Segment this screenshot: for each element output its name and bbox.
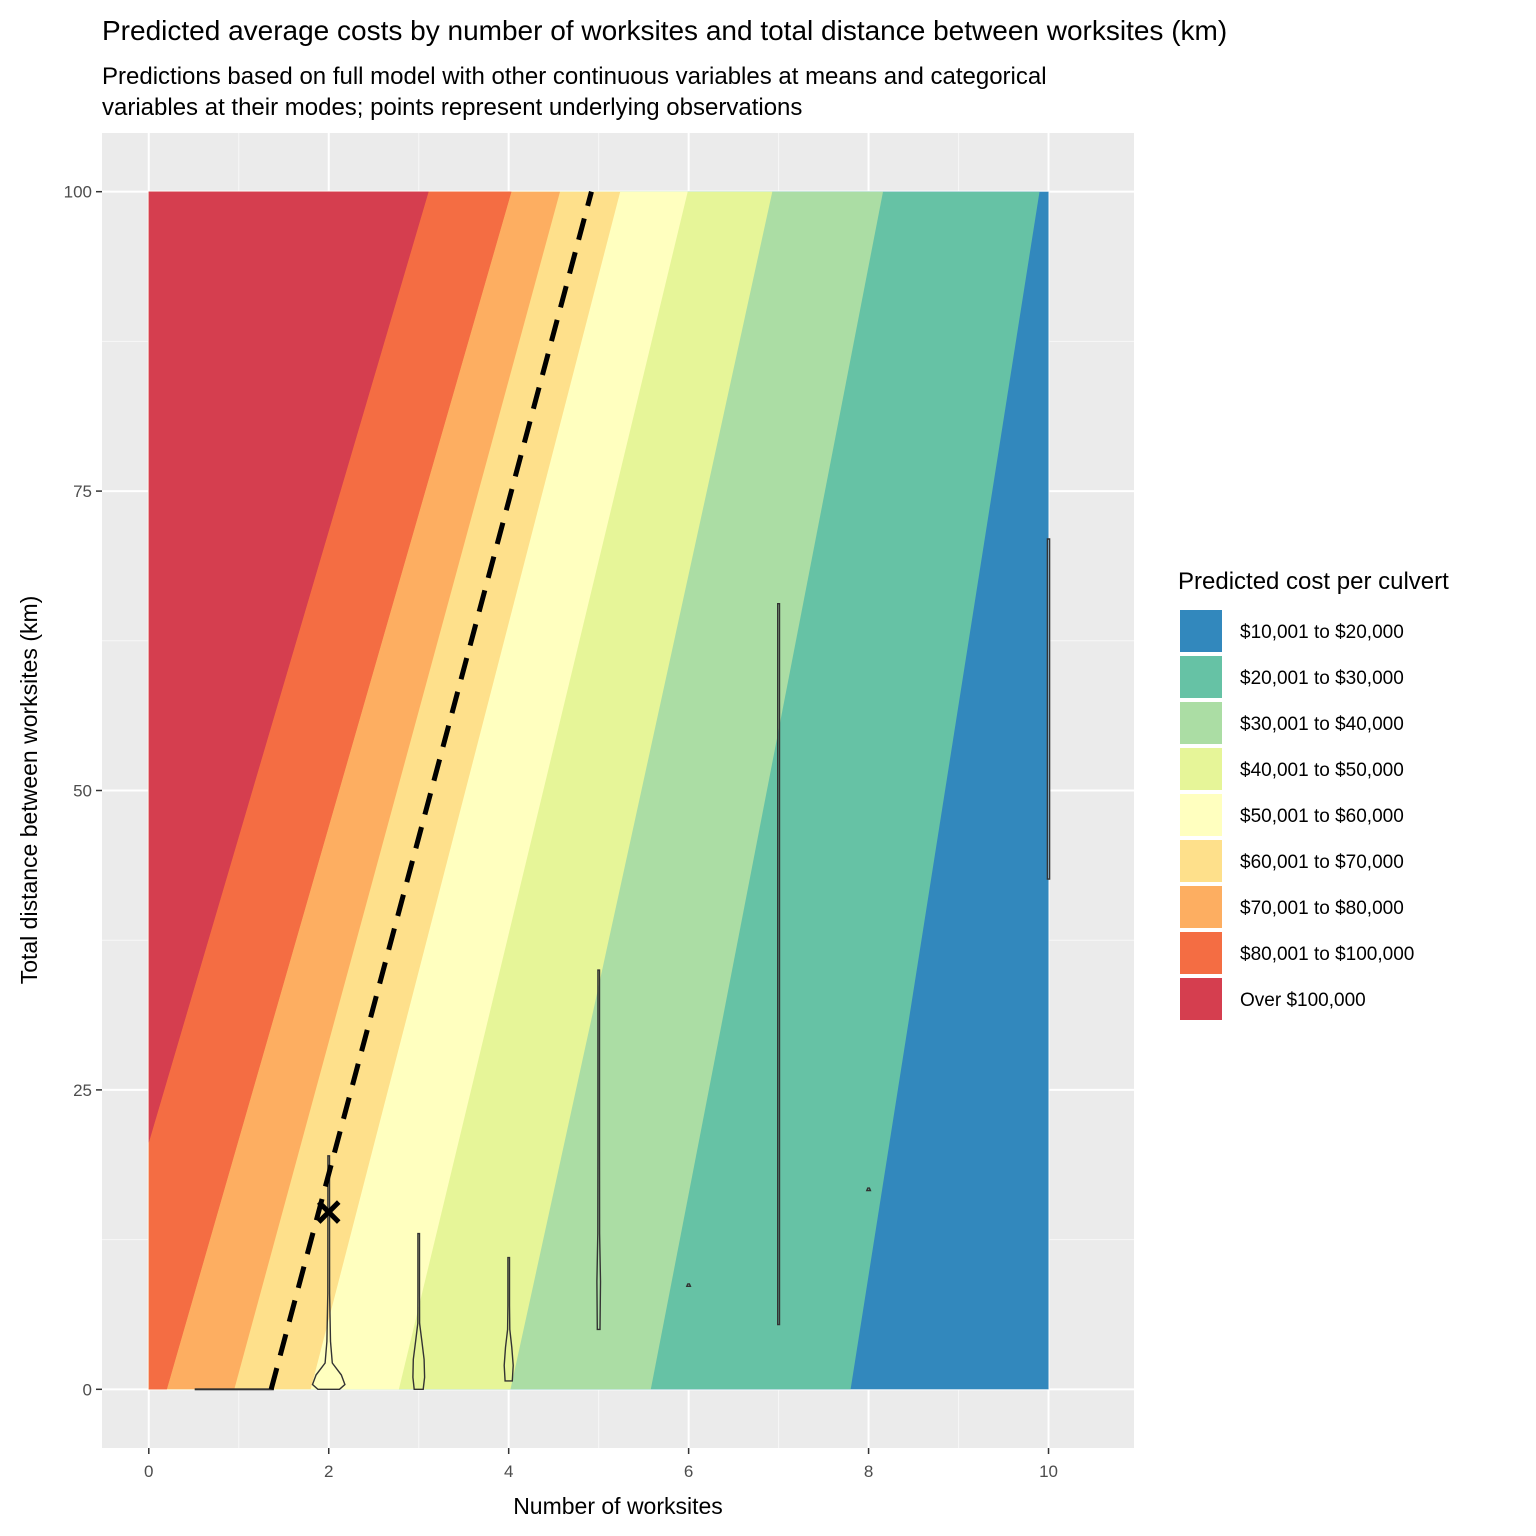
y-tick-label: 75 (73, 482, 92, 501)
legend-swatch (1178, 654, 1224, 700)
x-tick-label: 4 (504, 1462, 513, 1481)
violin-3 (503, 1256, 514, 1382)
x-tick-label: 6 (684, 1462, 693, 1481)
violin-2 (412, 1232, 426, 1390)
legend-entries: $10,001 to $20,000 $20,001 to $30,000 $30,… (1178, 608, 1414, 1022)
legend-swatch (1178, 792, 1224, 838)
violin-4 (596, 969, 602, 1331)
violin-1 (311, 1155, 346, 1390)
threshold-dashed-line (268, 191, 594, 1390)
legend-swatch (1178, 746, 1224, 792)
x-tick-label: 8 (864, 1462, 873, 1481)
x-axis-title: Number of worksites (513, 1493, 723, 1519)
violin-0 (194, 1388, 274, 1391)
legend-label: $50,001 to $60,000 (1240, 806, 1404, 827)
legend-label: $60,001 to $70,000 (1240, 852, 1404, 873)
x-marker (316, 1200, 341, 1224)
x-tick-label: 0 (144, 1462, 153, 1481)
violin-7 (865, 1187, 872, 1192)
legend-label: $70,001 to $80,000 (1240, 898, 1404, 919)
overlay-marks (268, 191, 594, 1390)
x-axis: 0 2 4 6 8 10 (144, 1448, 1058, 1481)
legend-swatch (1178, 608, 1224, 654)
y-axis: 0 25 50 75 100 (64, 183, 102, 1399)
x-tick-label: 10 (1039, 1462, 1058, 1481)
violin-6 (777, 603, 781, 1326)
legend-label: $40,001 to $50,000 (1240, 760, 1404, 781)
legend-label: $30,001 to $40,000 (1240, 714, 1404, 735)
chart-subtitle-line-2: variables at their modes; points represe… (102, 94, 802, 121)
legend-swatch (1178, 976, 1224, 1022)
legend-swatch (1178, 838, 1224, 884)
legend-swatch (1178, 700, 1224, 746)
cost-bands (148, 191, 1049, 1390)
chart-title: Predicted average costs by number of wor… (102, 15, 1227, 46)
violin-5 (685, 1283, 692, 1287)
legend-label: $20,001 to $30,000 (1240, 668, 1404, 689)
y-tick-label: 50 (73, 782, 92, 801)
x-tick-label: 2 (324, 1462, 333, 1481)
legend-title: Predicted cost per culvert (1178, 568, 1449, 595)
band-$80,001-to-$100,000-fill (148, 191, 512, 1390)
y-axis-title: Total distance between worksites (km) (16, 596, 42, 985)
observation-violins (194, 538, 1051, 1391)
y-tick-label: 0 (83, 1380, 92, 1399)
legend-label: Over $100,000 (1240, 990, 1366, 1011)
y-tick-label: 100 (64, 183, 92, 202)
chart-subtitle-line-1: Predictions based on full model with oth… (102, 63, 1047, 90)
legend-label: $80,001 to $100,000 (1240, 944, 1414, 965)
legend-label: $10,001 to $20,000 (1240, 622, 1404, 643)
legend: Predicted cost per culvert $10,001 to $2… (1178, 568, 1449, 1022)
band-over-$100,000 (148, 191, 429, 1143)
y-tick-label: 25 (73, 1081, 92, 1100)
violin-8 (1046, 538, 1051, 880)
legend-swatch (1178, 884, 1224, 930)
legend-swatch (1178, 930, 1224, 976)
